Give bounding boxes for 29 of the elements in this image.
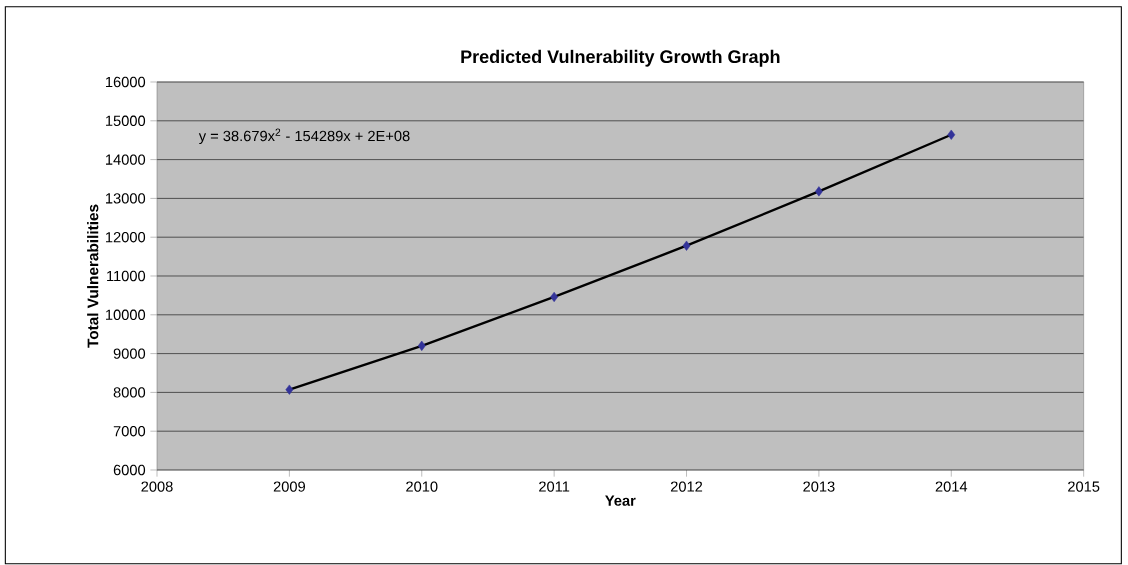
x-tick-label: 2009: [273, 481, 305, 492]
point: [947, 129, 956, 140]
x-tick-label: 2015: [1068, 481, 1100, 492]
y-tick-label: 10000: [106, 309, 146, 320]
y-axis-title: Total Vulnerabilities: [87, 204, 99, 348]
y-tick-label: 8000: [113, 387, 146, 398]
x-tick-label: 2010: [406, 481, 438, 492]
point: [285, 384, 294, 395]
x-tick-label: 2008: [141, 481, 173, 492]
y-tick-label: 15000: [106, 115, 146, 126]
x-tick-label: 2014: [935, 481, 968, 492]
y-tick-label: 14000: [106, 154, 146, 165]
y-tick-label: 9000: [113, 348, 146, 359]
point: [815, 186, 823, 197]
point: [550, 291, 559, 303]
chart-title: Predicted Vulnerability Growth Graph: [461, 49, 780, 67]
y-tick-label: 6000: [113, 464, 146, 476]
x-axis-title: Year: [605, 495, 636, 506]
y-tick-label: 16000: [106, 76, 146, 88]
y-tick-label: 11000: [107, 270, 146, 282]
point: [682, 240, 691, 251]
point: [417, 340, 426, 351]
y-tick-label: 12000: [106, 232, 146, 243]
x-tick-label: 2013: [803, 481, 835, 492]
annotation: y = 38.679x$^{2}$ - 154289x + 2E+08: [198, 128, 410, 145]
y-tick-label: 7000: [113, 426, 146, 437]
x-tick-label: 2011: [539, 481, 570, 492]
x-tick-label: 2012: [670, 481, 703, 492]
y-tick-label: 13000: [106, 193, 146, 204]
